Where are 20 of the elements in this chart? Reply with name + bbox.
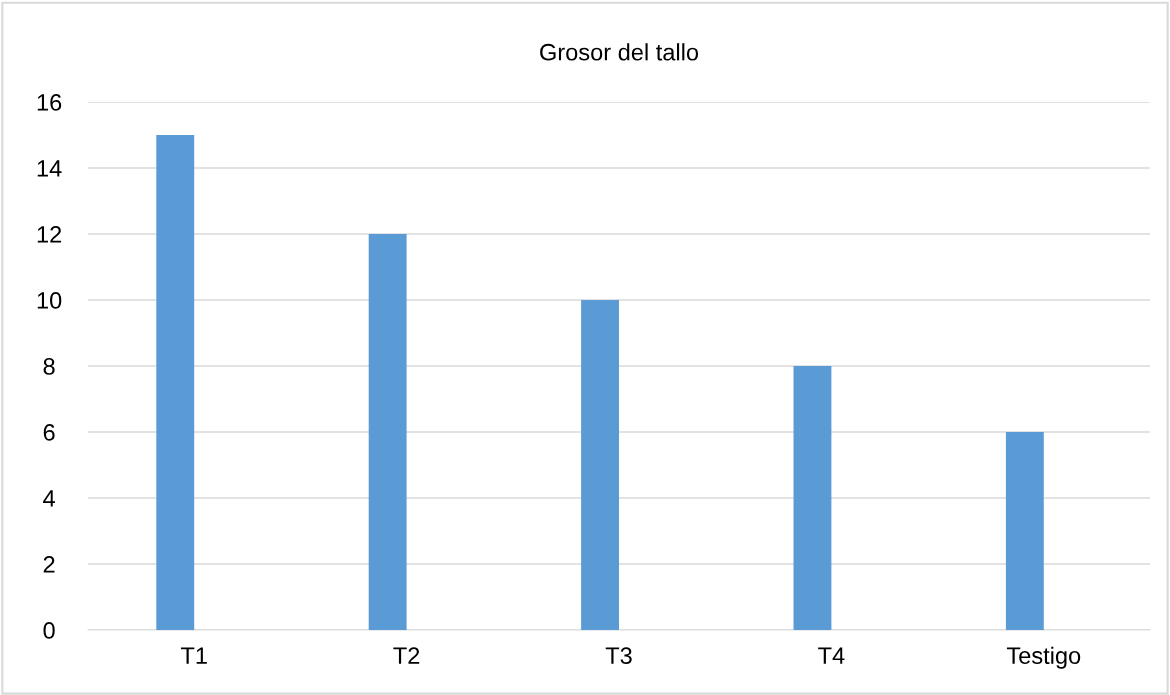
bar: [1005, 432, 1044, 630]
y-tick-label: 8: [43, 358, 55, 375]
y-tick-label: 6: [43, 424, 55, 441]
x-tick-label: Testigo: [1006, 646, 1081, 669]
x-tick-label: T1: [180, 647, 207, 664]
x-tick-label: T3: [605, 647, 632, 665]
y-tick-label: 16: [37, 94, 62, 111]
chart-title: Grosor del tallo: [540, 43, 699, 61]
y-tick-label: 14: [37, 160, 62, 177]
bar: [368, 234, 407, 630]
y-tick-label: 12: [37, 226, 62, 243]
y-tick-label: 2: [43, 556, 55, 573]
y-tick-label: 10: [37, 292, 62, 309]
bar: [793, 366, 832, 630]
x-tick-label: T2: [393, 647, 420, 664]
bar: [581, 300, 619, 630]
y-tick-label: 0: [43, 622, 55, 639]
x-tick-label: T4: [818, 647, 845, 664]
bar: [156, 135, 195, 630]
y-tick-label: 4: [43, 490, 55, 507]
